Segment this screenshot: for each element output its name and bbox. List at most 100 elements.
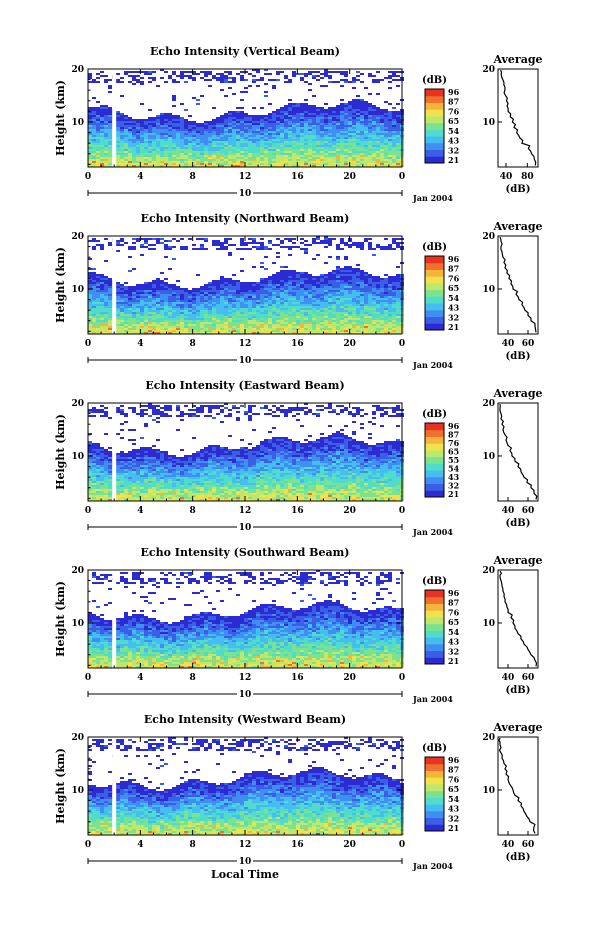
colorbar-tick-label: 65 bbox=[448, 447, 459, 457]
data-gap bbox=[112, 570, 117, 668]
profile-x-tick-label: 80 bbox=[521, 172, 534, 182]
date-mark: 10 bbox=[239, 690, 252, 700]
colorbar-tick-label: 43 bbox=[448, 136, 460, 146]
colorbar-swatch bbox=[425, 276, 444, 284]
date-label: Jan 2004 bbox=[412, 861, 453, 871]
colorbar-tick-label: 76 bbox=[448, 774, 460, 784]
panel-title: Echo Intensity (Northward Beam) bbox=[141, 212, 350, 225]
x-tick-label: 8 bbox=[190, 506, 196, 516]
profile-frame bbox=[497, 68, 539, 168]
x-tick-label: 8 bbox=[190, 840, 196, 850]
colorbar-tick-label: 32 bbox=[448, 145, 459, 155]
colorbar-swatch bbox=[425, 763, 444, 771]
profile-x-tick-label: 60 bbox=[522, 673, 535, 683]
profile-line bbox=[499, 236, 537, 333]
x-tick-label: 4 bbox=[137, 840, 143, 850]
x-tick-label: 12 bbox=[239, 172, 252, 182]
x-tick-label: 16 bbox=[291, 172, 304, 182]
colorbar-swatch bbox=[425, 89, 444, 97]
profile-y-tick-label: 20 bbox=[482, 566, 495, 576]
profile-x-label: (dB) bbox=[506, 351, 531, 362]
panel-1: Echo Intensity (Vertical Beam) 0 4 8 12 16 20 0… bbox=[54, 45, 543, 203]
profile-x-tick-label: 40 bbox=[500, 172, 513, 182]
profile-y-tick-label: 10 bbox=[482, 452, 495, 462]
profile-line bbox=[500, 69, 537, 166]
y-tick-label: 20 bbox=[71, 65, 84, 75]
x-tick-label: 16 bbox=[291, 506, 304, 516]
profile-x-tick-label: 60 bbox=[522, 339, 535, 349]
y-tick-label: 10 bbox=[71, 452, 84, 462]
colorbar-tick-label: 87 bbox=[448, 430, 459, 440]
colorbar-swatch bbox=[425, 490, 444, 498]
colorbar-tick-label: 54 bbox=[448, 464, 460, 474]
colorbar-tick-label: 43 bbox=[448, 303, 460, 313]
data-gap bbox=[112, 737, 117, 835]
panel-title: Echo Intensity (Southward Beam) bbox=[141, 546, 350, 559]
colorbar-swatch bbox=[425, 456, 444, 464]
date-mark-bg bbox=[237, 355, 253, 365]
profile-frame bbox=[497, 235, 539, 335]
date-mark-bg bbox=[237, 188, 253, 198]
colorbar-tick-label: 76 bbox=[448, 273, 460, 283]
y-tick-label: 20 bbox=[71, 399, 84, 409]
x-tick-label: 0 bbox=[399, 506, 405, 516]
profile-line bbox=[499, 404, 538, 500]
x-tick-label: 0 bbox=[399, 673, 405, 683]
heatmap-field bbox=[88, 737, 404, 835]
date-label: Jan 2004 bbox=[412, 360, 453, 370]
date-mark: 10 bbox=[239, 857, 252, 867]
colorbar-swatch bbox=[425, 777, 444, 785]
colorbar-swatch bbox=[425, 269, 444, 277]
y-axis-label: Height (km) bbox=[54, 247, 67, 323]
colorbar-unit: (dB) bbox=[422, 743, 447, 754]
x-tick-label: 8 bbox=[190, 172, 196, 182]
profile-y-tick-label: 20 bbox=[482, 399, 495, 409]
colorbar-swatch bbox=[425, 470, 444, 478]
colorbar-frame bbox=[424, 422, 445, 498]
panel-title: Echo Intensity (Eastward Beam) bbox=[145, 379, 344, 392]
profile-y-tick-label: 20 bbox=[482, 232, 495, 242]
y-tick-label: 20 bbox=[71, 733, 84, 743]
x-tick-label: 0 bbox=[399, 840, 405, 850]
colorbar-tick-label: 65 bbox=[448, 784, 459, 794]
profile-title: Average bbox=[492, 387, 542, 400]
date-mark-bg bbox=[237, 856, 253, 866]
colorbar-tick-label: 21 bbox=[448, 489, 459, 499]
colorbar-tick-label: 32 bbox=[448, 646, 459, 656]
y-axis-label: Height (km) bbox=[54, 581, 67, 657]
profile-x-label: (dB) bbox=[506, 852, 531, 863]
colorbar-swatch bbox=[425, 783, 444, 792]
x-tick-label: 0 bbox=[85, 506, 91, 516]
colorbar-swatch bbox=[425, 156, 444, 164]
colorbar-tick-label: 76 bbox=[448, 106, 460, 116]
colorbar-swatch bbox=[425, 429, 444, 437]
profile-x-tick-label: 40 bbox=[502, 673, 515, 683]
colorbar-swatch bbox=[425, 296, 444, 304]
colorbar-swatch bbox=[425, 590, 444, 598]
panel-4: Echo Intensity (Southward Beam) 0 4 8 12 16 20… bbox=[54, 546, 543, 704]
profile-y-tick-label: 10 bbox=[482, 118, 495, 128]
x-tick-label: 16 bbox=[291, 673, 304, 683]
x-tick-label: 20 bbox=[343, 840, 356, 850]
x-tick-label: 0 bbox=[399, 172, 405, 182]
colorbar-tick-label: 54 bbox=[448, 126, 460, 136]
date-mark-bg bbox=[237, 689, 253, 699]
data-gap bbox=[112, 236, 117, 334]
profile-x-label: (dB) bbox=[506, 518, 531, 529]
colorbar-swatch bbox=[425, 309, 444, 318]
colorbar-tick-label: 65 bbox=[448, 283, 459, 293]
colorbar-swatch bbox=[425, 449, 444, 458]
profile-x-tick-label: 60 bbox=[522, 840, 535, 850]
panel-3: Echo Intensity (Eastward Beam) 0 4 8 12 16 20 0… bbox=[54, 379, 543, 537]
colorbar-swatch bbox=[425, 643, 444, 652]
colorbar-tick-label: 65 bbox=[448, 617, 459, 627]
colorbar-swatch bbox=[425, 443, 444, 451]
date-mark: 10 bbox=[239, 523, 252, 533]
colorbar-swatch bbox=[425, 483, 444, 491]
profile-line bbox=[498, 737, 536, 834]
profile-x-label: (dB) bbox=[506, 685, 531, 696]
x-tick-label: 0 bbox=[85, 840, 91, 850]
colorbar-swatch bbox=[425, 95, 444, 103]
colorbar-swatch bbox=[425, 757, 444, 765]
colorbar-unit: (dB) bbox=[422, 75, 447, 86]
